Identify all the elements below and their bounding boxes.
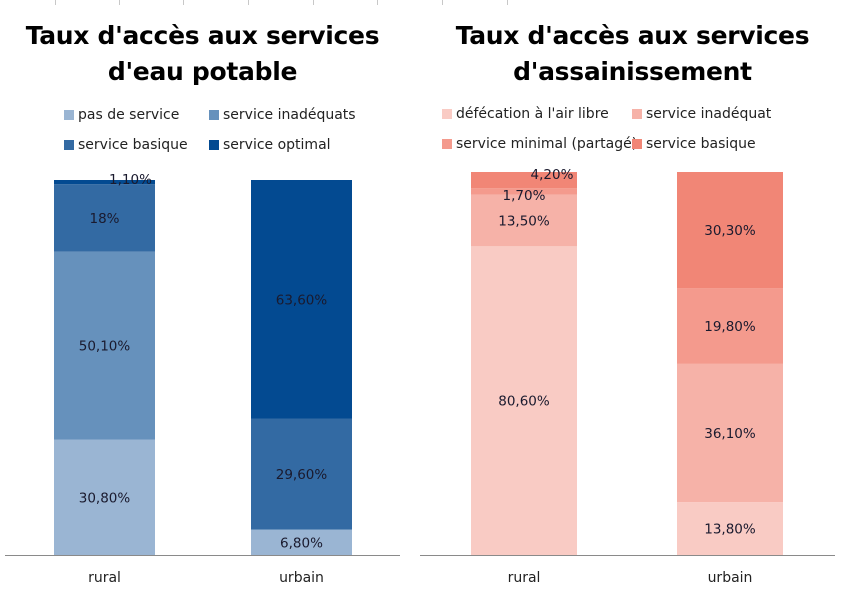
bar-segment-water-urbain-3 [251,180,352,419]
bar-segment-sanitation-rural-2 [471,188,577,195]
data-label-water-rural-3: 1,10% [109,172,152,188]
legend-swatch [209,140,219,150]
data-label-water-urbain-0: 6,80% [280,535,323,551]
data-label-sanitation-rural-0: 80,60% [498,394,550,410]
data-label-sanitation-urbain-1: 36,10% [704,426,756,442]
bar-segment-sanitation-urbain-1 [677,363,783,503]
legend-item-service-inadequat: service inadéquat [632,106,771,122]
chart-title-sanitation-line-2: d'assainissement [513,57,752,86]
legend-label: service inadéquat [646,106,772,122]
data-label-water-rural-0: 30,80% [79,490,131,506]
legend-label: service basique [78,137,188,153]
data-label-sanitation-urbain-0: 13,80% [704,522,756,538]
x-tick-label-sanitation-urbain: urbain [708,570,753,586]
legend-label: service inadéquats [223,107,356,123]
data-label-sanitation-urbain-2: 19,80% [704,319,756,335]
chart-title-water-line-2: d'eau potable [107,57,298,86]
legend-item-service-basique: service basique [64,137,188,153]
bar-segment-water-rural-1 [54,251,155,440]
bar-segment-water-rural-3 [54,180,155,185]
legend-swatch [442,139,452,149]
data-label-sanitation-urbain-3: 30,30% [704,223,756,239]
legend-item-service-optimal: service optimal [209,137,331,153]
legend-label: pas de service [78,107,180,123]
bar-segment-sanitation-urbain-2 [677,288,783,364]
legend-item-service-inadequats: service inadéquats [209,107,356,123]
bar-segment-sanitation-urbain-0 [677,502,783,555]
chart-title-water-line-1: Taux d'accès aux services [25,21,380,50]
bar-segment-water-urbain-0 [251,529,352,555]
bar-segment-water-urbain-2 [251,418,352,530]
legend-item-defecation: défécation à l'air libre [442,106,609,122]
legend-item-pas-de-service: pas de service [64,107,179,123]
bar-segment-sanitation-rural-1 [471,194,577,247]
data-label-sanitation-rural-3: 4,20% [531,167,574,183]
legend-item-service-basique-sanitation: service basique [632,136,756,152]
data-label-sanitation-rural-1: 13,50% [498,213,550,229]
bar-segment-sanitation-rural-3 [471,172,577,189]
chart-title-sanitation: Taux d'accès aux services d'assainisseme… [420,18,845,90]
legend-swatch [442,109,452,119]
bar-segment-water-rural-0 [54,439,155,555]
data-label-water-rural-1: 50,10% [79,339,131,355]
legend-item-service-minimal: service minimal (partagé) [442,136,637,152]
x-tick-label-water-rural: rural [88,570,121,586]
legend-swatch [632,109,642,119]
legend-swatch [632,139,642,149]
legend-label: service basique [646,136,756,152]
data-label-water-rural-2: 18% [89,211,119,227]
chart-title-water: Taux d'accès aux services d'eau potable [0,18,405,90]
top-tick-marks [0,0,845,6]
legend-label: défécation à l'air libre [456,106,609,122]
legend-label: service minimal (partagé) [456,136,638,152]
data-label-sanitation-rural-2: 1,70% [503,188,546,204]
x-tick-label-sanitation-rural: rural [508,570,541,586]
bar-segment-sanitation-urbain-3 [677,172,783,289]
legend-swatch [64,140,74,150]
legend-swatch [209,110,219,120]
legend-swatch [64,110,74,120]
x-tick-label-water-urbain: urbain [279,570,324,586]
bar-segment-water-rural-2 [54,184,155,252]
chart-title-sanitation-line-1: Taux d'accès aux services [455,21,810,50]
legend-label: service optimal [223,137,331,153]
bar-segment-sanitation-rural-0 [471,246,577,555]
data-label-water-urbain-2: 29,60% [276,467,328,483]
data-label-water-urbain-3: 63,60% [276,292,328,308]
